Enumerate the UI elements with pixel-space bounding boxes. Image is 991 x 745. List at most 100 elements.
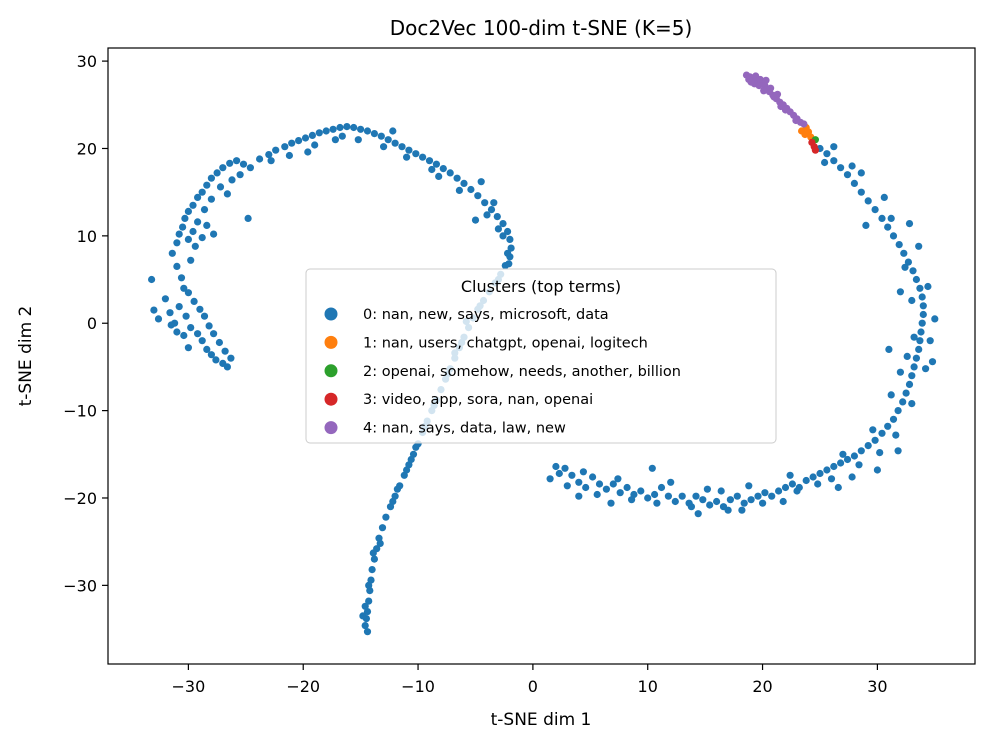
cluster-0-point [623, 483, 631, 492]
cluster-0-point [738, 506, 746, 514]
legend-label-3: 3: video, app, sora, nan, openai [363, 392, 593, 408]
cluster-0-point [189, 201, 197, 209]
cluster-0-point [471, 216, 480, 224]
cluster-0-point [425, 157, 434, 165]
cluster-0-point [378, 524, 387, 532]
cluster-0-point [194, 193, 202, 201]
cluster-0-point [871, 206, 879, 214]
cluster-0-point [365, 597, 373, 605]
cluster-0-point [837, 459, 845, 467]
cluster-0-point [167, 321, 175, 329]
cluster-0-point [359, 612, 367, 620]
cluster-0-point [184, 344, 192, 352]
cluster-0-point [878, 214, 886, 222]
cluster-0-point [909, 267, 917, 275]
cluster-0-point [759, 499, 767, 507]
cluster-0-point [713, 497, 721, 506]
cluster-0-point [918, 293, 926, 301]
cluster-0-point [848, 162, 856, 170]
cluster-0-point [915, 345, 923, 353]
cluster-0-point [493, 213, 501, 221]
cluster-0-point [173, 239, 181, 247]
cluster-0-point [173, 262, 181, 270]
cluster-4-point [767, 84, 775, 92]
cluster-0-point [173, 328, 181, 336]
cluster-0-point [915, 242, 923, 250]
cluster-4-point [800, 120, 808, 128]
cluster-0-point [843, 171, 852, 179]
cluster-0-point [900, 249, 908, 257]
cluster-0-point [370, 130, 378, 138]
cluster-0-point [487, 206, 496, 214]
cluster-0-point [651, 490, 659, 499]
cluster-0-point [871, 436, 879, 444]
cluster-0-point [894, 407, 902, 415]
cluster-0-point [350, 123, 358, 132]
cluster-0-point [908, 296, 916, 305]
x-tick-label: 20 [752, 677, 772, 696]
cluster-0-point [198, 188, 206, 196]
x-tick-label: −10 [401, 677, 435, 696]
cluster-0-point [453, 174, 461, 182]
cluster-0-point [678, 492, 686, 500]
cluster-0-point [200, 312, 209, 320]
cluster-0-point [281, 143, 289, 151]
cluster-0-point [439, 165, 447, 173]
cluster-0-point [198, 337, 206, 345]
x-axis: −30 −20 −10 0 10 20 30 [172, 664, 888, 696]
cluster-0-point [873, 466, 882, 474]
cluster-0-point [687, 503, 696, 511]
cluster-0-point [223, 363, 231, 371]
legend-label-1: 1: nan, users, chatgpt, openai, logitech [363, 335, 648, 351]
cluster-4-point [792, 116, 800, 125]
cluster-0-point [205, 322, 213, 330]
cluster-3-point [811, 146, 820, 154]
cluster-0-point [830, 462, 838, 471]
cluster-0-point [490, 199, 498, 207]
cluster-0-point [166, 309, 174, 317]
cluster-0-point [200, 206, 209, 214]
cluster-0-point [361, 602, 369, 610]
cluster-0-point [926, 337, 934, 345]
cluster-0-point [928, 358, 937, 366]
y-tick-label: 0 [87, 314, 97, 333]
cluster-0-point [595, 480, 604, 488]
cluster-0-point [504, 249, 512, 257]
cluster-0-point [477, 178, 485, 186]
cluster-0-point [267, 157, 275, 165]
cluster-0-point [175, 230, 183, 238]
plot-frame [107, 47, 976, 665]
cluster-0-point [747, 496, 755, 504]
cluster-0-point [628, 496, 636, 504]
cluster-0-point [582, 483, 590, 492]
cluster-0-point [781, 483, 790, 492]
cluster-0-point [384, 136, 392, 144]
cluster-0-point [474, 192, 482, 200]
cluster-4-point [760, 87, 768, 95]
cluster-0-point [546, 475, 554, 483]
cluster-0-point [850, 452, 859, 460]
cluster-0-point [922, 365, 930, 373]
cluster-0-point [912, 354, 921, 362]
cluster-0-point [363, 628, 372, 636]
cluster-0-point [779, 497, 787, 506]
cluster-0-point [467, 185, 475, 194]
cluster-0-point [664, 492, 673, 500]
cluster-0-point [168, 249, 176, 257]
cluster-0-point [357, 125, 365, 133]
cluster-0-point [336, 123, 344, 132]
cluster-0-point [246, 164, 254, 172]
cluster-0-point [244, 214, 252, 222]
legend-marker-2 [324, 364, 338, 378]
cluster-0-point [499, 232, 507, 240]
cluster-0-point [761, 489, 769, 497]
cluster-0-point [190, 297, 198, 305]
cluster-0-point [552, 462, 560, 471]
cluster-0-point [667, 478, 675, 486]
cluster-0-point [507, 244, 515, 252]
legend-label-0: 0: nan, new, says, microsoft, data [363, 307, 609, 323]
cluster-0-point [814, 480, 822, 488]
cluster-0-point [301, 134, 310, 142]
cluster-0-point [368, 566, 376, 574]
